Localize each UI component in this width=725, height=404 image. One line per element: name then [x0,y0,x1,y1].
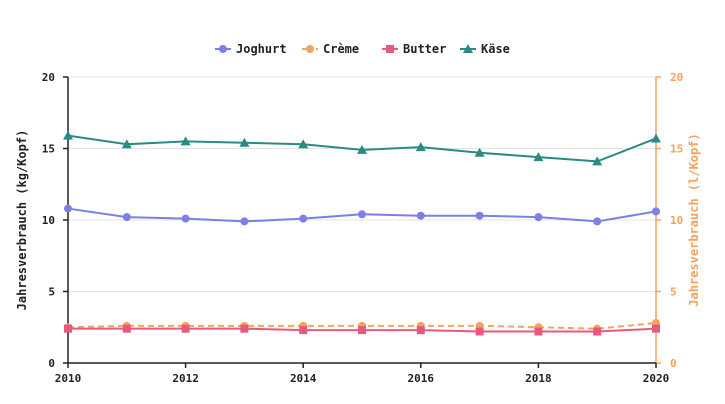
data-point-butter [534,327,543,336]
data-point-joghurt [652,207,660,216]
data-point-joghurt [64,204,72,213]
data-point-butter [358,326,366,335]
y-tick-label: 15 [42,143,55,156]
legend-label-joghurt: Joghurt [236,42,287,56]
data-point-butter [652,324,660,333]
data-point-butter [181,324,190,333]
data-point-butter [122,324,131,333]
data-point-joghurt [475,211,484,220]
legend-item-k-se[interactable]: Käse [460,42,510,56]
data-point-butter [64,324,72,333]
legend-label-k-se: Käse [481,42,510,56]
x-tick-label: 2010 [55,372,82,385]
data-point-joghurt [416,211,425,220]
legend-marker-cr-me [306,45,314,53]
y2-axis-title: Jahresverbrauch (l/Kopf) [687,133,701,306]
data-point-k-se [180,136,191,146]
legend-item-butter[interactable]: Butter [382,42,446,56]
legend-marker-k-se [463,44,473,53]
legend-label-cr-me: Crème [323,42,359,56]
data-point-butter [475,327,484,336]
series-butter [64,324,660,336]
legend[interactable]: Joghurt Crème Butter Käse [215,42,510,56]
y2-tick-label: 20 [670,71,683,84]
data-point-joghurt [122,213,131,222]
data-point-k-se [121,139,132,149]
data-point-k-se [63,130,73,140]
y2-tick-label: 5 [670,286,677,299]
x-tick-label: 2020 [643,372,670,385]
data-point-k-se [651,133,661,143]
data-point-k-se [239,137,250,147]
legend-item-cr-me[interactable]: Crème [302,42,359,56]
data-point-butter [240,324,249,333]
data-point-k-se [533,152,544,162]
y2-tick-label: 10 [670,214,683,227]
data-point-k-se [415,142,426,152]
y-tick-label: 20 [42,71,55,84]
y2-tick-label: 15 [670,143,683,156]
legend-marker-joghurt [219,45,227,53]
data-point-joghurt [299,214,308,223]
series-group [63,130,661,336]
data-point-butter [593,327,602,336]
data-point-butter [416,326,425,335]
x-tick-label: 2016 [408,372,435,385]
data-point-k-se [298,139,309,149]
y-tick-label: 0 [48,357,55,370]
axes: 0 5 10 15 20 0 5 10 15 20 2010 2012 2014 2016 2018 2020 [42,71,684,385]
grid [68,76,656,292]
data-point-joghurt [240,217,249,226]
data-point-joghurt [534,213,543,222]
x-tick-label: 2018 [525,372,552,385]
legend-marker-butter [386,45,394,53]
data-point-k-se [474,147,485,157]
legend-label-butter: Butter [403,42,446,56]
series-joghurt [64,204,660,226]
data-point-k-se [592,156,603,166]
data-point-k-se [357,144,367,154]
x-tick-label: 2012 [172,372,199,385]
legend-item-joghurt[interactable]: Joghurt [215,42,287,56]
y2-tick-label: 0 [670,357,677,370]
x-tick-label: 2014 [290,372,317,385]
y-tick-label: 10 [42,214,55,227]
series-k-se [63,130,661,166]
data-point-joghurt [181,214,190,223]
y-axis-title: Jahresverbrauch (kg/Kopf) [15,130,29,311]
data-point-butter [299,326,308,335]
y-tick-label: 5 [48,286,55,299]
data-point-joghurt [358,210,366,219]
data-point-joghurt [593,217,602,226]
